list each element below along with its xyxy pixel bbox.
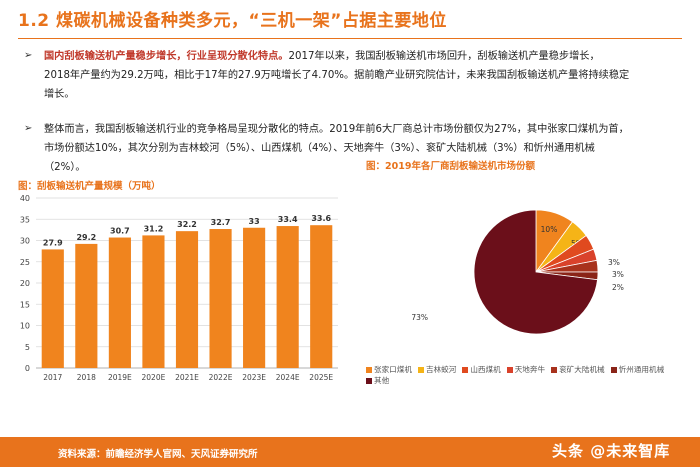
paragraph-bold-lead: 国内刮板输送机产量稳步增长，行业呈现分散化特点。 [44, 51, 289, 62]
legend-swatch [551, 366, 558, 373]
pie-legend: 张家口煤机 吉林蛟河 山西煤机 天地奔牛 衮矿大陆机械 忻州通用机械其他 [366, 364, 686, 386]
pie-value-label: 3% [612, 270, 624, 279]
bar [276, 226, 299, 368]
legend-label: 张家口煤机 [374, 365, 412, 374]
source-note: 资料来源：前瞻经济学人官网、天风证券研究所 [58, 449, 258, 460]
bar [108, 237, 131, 368]
bar [142, 235, 165, 368]
bar-value-label: 32.7 [211, 218, 231, 227]
paragraph-text: 2018年产量约为29.2万吨，相比于17年的27.9万吨增长了4.70%。据前… [44, 70, 630, 81]
paragraph-text: 市场份额达10%，其次分别为吉林蛟河（5%）、山西煤机（4%）、天地奔牛（3%）… [44, 143, 595, 154]
y-tick-label: 0 [25, 364, 30, 373]
pie-chart-title: 图：2019年各厂商刮板输送机市场份额 [366, 161, 535, 172]
bar-chart-title: 图：刮板输送机产量规模（万吨） [18, 181, 161, 192]
y-tick-label: 40 [20, 194, 30, 203]
x-tick-label: 2022E [209, 373, 233, 382]
x-tick-label: 2025E [309, 373, 333, 382]
legend-label: 吉林蛟河 [425, 365, 457, 374]
paragraph-text: 2017年以来，我国刮板输送机市场回升，刮板输送机产量稳步增长， [288, 51, 600, 62]
title-divider [18, 38, 682, 39]
x-tick-label: 2024E [276, 373, 300, 382]
bar-value-label: 33 [249, 217, 260, 226]
x-tick-label: 2018 [77, 373, 96, 382]
bar-value-label: 27.9 [43, 238, 63, 247]
bar [310, 225, 333, 368]
bullet-icon: ➢ [24, 50, 33, 61]
bar [209, 229, 232, 368]
legend-item: 衮矿大陆机械 [551, 364, 605, 375]
x-tick-label: 2021E [175, 373, 199, 382]
paragraph-text: （2%）。 [44, 162, 86, 173]
pie-chart: 10%5%4%3%3%2%73% [411, 209, 624, 335]
bar-value-label: 33.4 [278, 215, 298, 224]
pie-value-label: 10% [541, 225, 558, 234]
y-tick-label: 5 [25, 343, 30, 352]
legend-item: 山西煤机 [462, 364, 501, 375]
legend-label: 其他 [374, 376, 390, 385]
legend-swatch [462, 366, 469, 373]
legend-label: 山西煤机 [470, 365, 501, 374]
bar [243, 227, 266, 368]
legend-swatch [417, 366, 424, 373]
bar [41, 249, 64, 368]
legend-item: 天地奔牛 [506, 364, 546, 375]
pie-slice [473, 209, 598, 335]
pie-value-label: 73% [411, 313, 428, 322]
bar [175, 231, 199, 368]
paragraph-production: 国内刮板输送机产量稳步增长，行业呈现分散化特点。2017年以来，我国刮板输送机市… [44, 47, 668, 104]
watermark: 头条 @未来智库 [552, 442, 671, 460]
legend-item: 忻州通用机械 [610, 364, 665, 375]
legend-label: 天地奔牛 [514, 365, 546, 374]
bar-value-label: 29.2 [76, 233, 96, 242]
bar-value-label: 32.2 [177, 220, 197, 229]
y-tick-label: 30 [20, 237, 30, 246]
y-tick-label: 10 [20, 322, 30, 331]
legend-item: 其他 [366, 375, 389, 386]
pie-value-label: 2% [612, 283, 624, 292]
bullet-icon: ➢ [24, 123, 33, 134]
x-tick-label: 2017 [43, 373, 62, 382]
bar-value-label: 30.7 [110, 227, 130, 236]
bar-chart: 0 5 10 15 20 25 30 35 40 27.9 2017 29.2 2018 30.7 2019… [20, 194, 338, 382]
page-title: 1.2 煤碳机械设备种类多元，“三机一架”占据主要地位 [18, 11, 447, 31]
x-tick-label: 2019E [108, 373, 132, 382]
legend-swatch [366, 377, 372, 384]
legend-item: 张家口煤机 [366, 364, 412, 375]
paragraph-text: 增长。 [44, 89, 75, 100]
paragraph-text: 整体而言，我国刮板输送机行业的竞争格局呈现分散化的特点。2019年前6大厂商总计… [44, 124, 629, 135]
footer-bar [0, 437, 700, 467]
x-tick-label: 2020E [142, 373, 166, 382]
legend-label: 衮矿大陆机械 [559, 365, 605, 374]
bar [75, 243, 98, 368]
legend-swatch [506, 366, 513, 373]
legend-item: 吉林蛟河 [417, 364, 457, 375]
x-tick-label: 2023E [242, 373, 266, 382]
y-tick-label: 15 [20, 300, 30, 309]
bar-value-label: 33.6 [311, 214, 331, 223]
legend-swatch [610, 366, 617, 373]
pie-value-label: 3% [608, 258, 620, 267]
bar-value-label: 31.2 [144, 224, 164, 233]
y-tick-label: 35 [20, 215, 30, 224]
y-tick-label: 20 [20, 279, 30, 288]
legend-swatch [366, 366, 372, 373]
legend-label: 忻州通用机械 [618, 365, 665, 374]
y-tick-label: 25 [20, 258, 30, 267]
paragraph-competition: 整体而言，我国刮板输送机行业的竞争格局呈现分散化的特点。2019年前6大厂商总计… [44, 120, 668, 177]
